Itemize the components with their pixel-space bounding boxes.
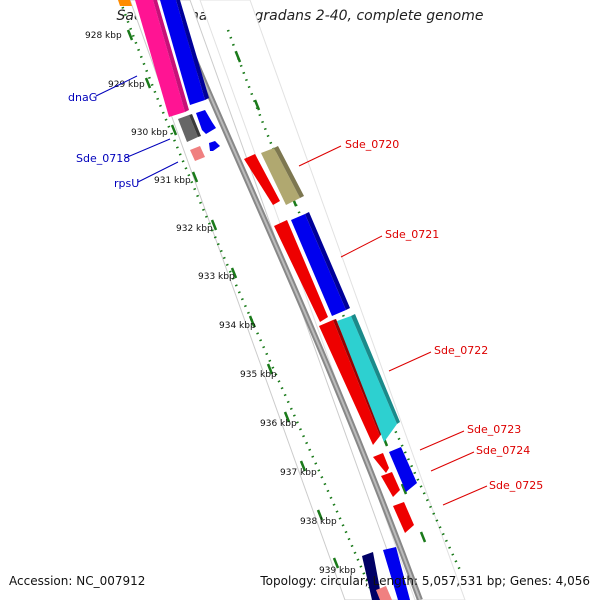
gene-feature-Sde_0724	[389, 447, 417, 492]
tick-label: 931 kbp	[154, 176, 191, 186]
tick-label: 934 kbp	[219, 321, 256, 331]
tick-label: 937 kbp	[280, 468, 317, 478]
tick-label: 939 kbp	[319, 566, 356, 576]
gene-label-Sde_0721: Sde_0721	[385, 228, 439, 241]
gene-feature-blue-2	[196, 110, 216, 134]
gene-feature-blue-1-shade	[176, 0, 209, 100]
gene-feature-orange	[118, 0, 132, 6]
gene-label-dnaG: dnaG	[68, 91, 97, 104]
gene-label-Sde_0725: Sde_0725	[489, 479, 543, 492]
left-major-ticks	[126, 29, 340, 569]
tick-label: 932 kbp	[176, 224, 213, 234]
gene-feature-red-0724	[381, 472, 400, 497]
gene-feature-Sde_0718	[178, 115, 198, 142]
tick-label: 928 kbp	[85, 31, 122, 41]
tick-label: 933 kbp	[198, 272, 235, 282]
gene-labels-left: dnaG Sde_0718 rpsU	[68, 91, 139, 190]
gene-feature-pink-bottom	[376, 586, 392, 600]
gene-feature-Sde_0720-red	[244, 154, 280, 205]
gene-label-Sde_0724: Sde_0724	[476, 444, 530, 457]
gene-feature-dnaG-shade	[153, 0, 189, 112]
gene-feature-olive-shade	[274, 146, 304, 198]
gene-feature-Sde_0721	[291, 214, 346, 316]
tick-label: 936 kbp	[260, 419, 297, 429]
genome-stats-text: Topology: circular; Length: 5,057,531 bp…	[260, 574, 590, 588]
tick-label: 938 kbp	[300, 517, 337, 527]
gene-feature-Sde_0718-shade	[189, 114, 201, 137]
accession-text: Accession: NC_007912	[9, 574, 146, 588]
gene-feature-Sde_0723	[373, 453, 389, 473]
tick-label: 929 kbp	[108, 80, 145, 90]
gene-feature-Sde_0722	[337, 316, 397, 442]
tick-labels: 928 kbp 929 kbp 930 kbp 931 kbp 932 kbp …	[85, 31, 356, 576]
gene-feature-blue-1	[160, 0, 205, 105]
gene-feature-blue-bottom	[383, 547, 410, 600]
gene-feature-Sde_0720	[261, 148, 300, 205]
gene-feature-blue-3	[209, 141, 220, 151]
leader-lines-left	[95, 75, 179, 183]
gene-feature-Sde_0722-shade	[351, 314, 400, 424]
gene-feature-rpsU	[190, 146, 205, 161]
gene-label-Sde_0718: Sde_0718	[76, 152, 130, 165]
gene-label-Sde_0723: Sde_0723	[467, 423, 521, 436]
gene-label-rpsU: rpsU	[114, 177, 139, 190]
leader-lines-right	[298, 145, 488, 506]
gene-labels-right: Sde_0720 Sde_0721 Sde_0722 Sde_0723 Sde_…	[345, 138, 543, 492]
tick-label: 930 kbp	[131, 128, 168, 138]
left-ruler	[118, 0, 377, 600]
gene-label-Sde_0720: Sde_0720	[345, 138, 399, 151]
tick-label: 935 kbp	[240, 370, 277, 380]
gene-feature-dnaG	[135, 0, 185, 117]
gene-feature-Sde_0721-shade	[305, 212, 350, 310]
gene-feature-navy-bottom	[362, 552, 382, 600]
gene-feature-red-long-1	[274, 220, 328, 322]
gene-feature-Sde_0725	[393, 502, 414, 533]
gene-label-Sde_0722: Sde_0722	[434, 344, 488, 357]
gene-feature-red-long-2	[319, 320, 380, 445]
